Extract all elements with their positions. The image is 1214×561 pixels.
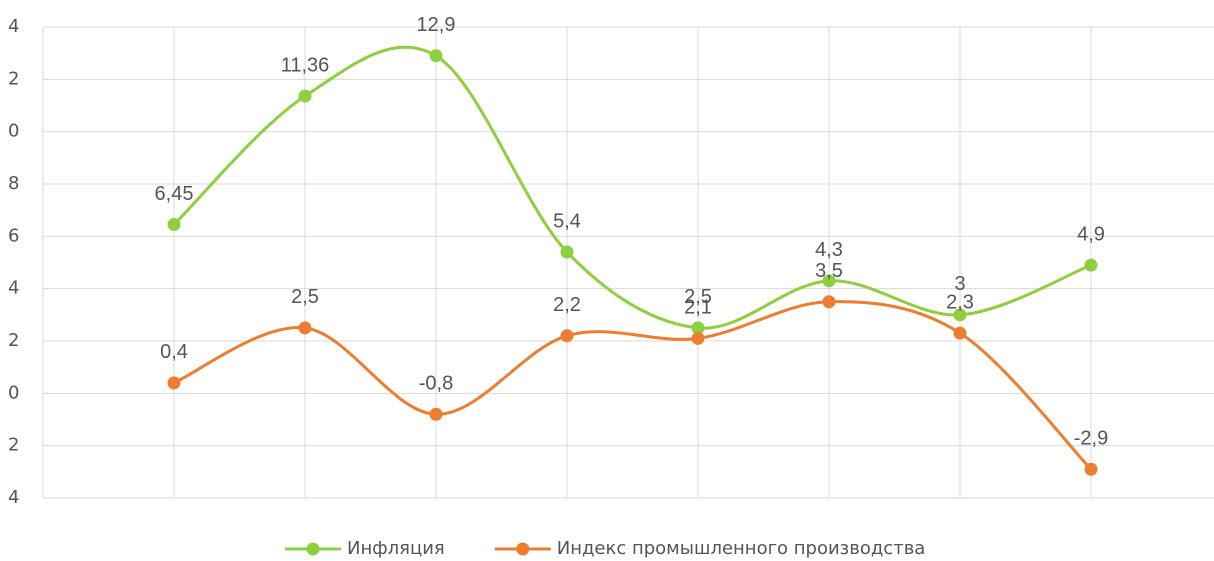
data-label: 6,45	[155, 183, 194, 205]
series-line	[173, 300, 1093, 471]
y-tick-label: 4	[8, 16, 19, 37]
y-tick-label: 4	[8, 487, 19, 508]
data-point	[167, 218, 181, 232]
data-label: 12,9	[417, 14, 456, 36]
y-tick-label: 8	[8, 173, 19, 194]
data-point	[1084, 462, 1098, 476]
data-point	[167, 376, 181, 390]
legend-label: Индекс промышленного производства	[557, 538, 926, 559]
data-point	[429, 49, 443, 63]
data-label: 4,3	[815, 239, 843, 261]
data-point	[822, 274, 836, 288]
data-label: 4,9	[1077, 223, 1105, 245]
y-tick-label: 0	[8, 382, 19, 403]
data-point	[560, 329, 574, 343]
y-tick-label: 4	[8, 278, 19, 299]
y-tick-label: 2	[8, 68, 19, 89]
data-label: 2,2	[553, 294, 581, 316]
data-point	[298, 89, 312, 103]
data-label: 3	[954, 273, 965, 295]
y-tick-label: 6	[8, 225, 19, 246]
data-point	[691, 321, 705, 335]
series-line	[172, 45, 1092, 330]
data-point	[822, 295, 836, 309]
data-label: 0,4	[160, 341, 188, 363]
legend-marker	[306, 542, 320, 556]
data-label: 2,5	[291, 286, 319, 308]
data-point	[298, 321, 312, 335]
data-label: 2,5	[684, 286, 712, 308]
data-label: -2,9	[1074, 427, 1108, 449]
data-point	[691, 331, 705, 345]
data-label: 5,4	[553, 210, 581, 232]
data-label: 3,5	[815, 260, 843, 282]
legend-label: Инфляция	[347, 538, 445, 559]
y-tick-label: 2	[8, 330, 19, 351]
data-label: 2,3	[946, 291, 974, 313]
data-point	[560, 245, 574, 259]
data-point	[1084, 258, 1098, 272]
data-label: 11,36	[281, 54, 330, 76]
data-point	[953, 326, 967, 340]
data-point	[953, 308, 967, 322]
y-tick-label: 0	[8, 121, 19, 142]
data-label: -0,8	[419, 373, 453, 395]
y-tick-label: 2	[8, 435, 19, 456]
data-label: 2,1	[684, 297, 712, 319]
data-point	[429, 407, 443, 421]
legend-marker	[516, 542, 530, 556]
